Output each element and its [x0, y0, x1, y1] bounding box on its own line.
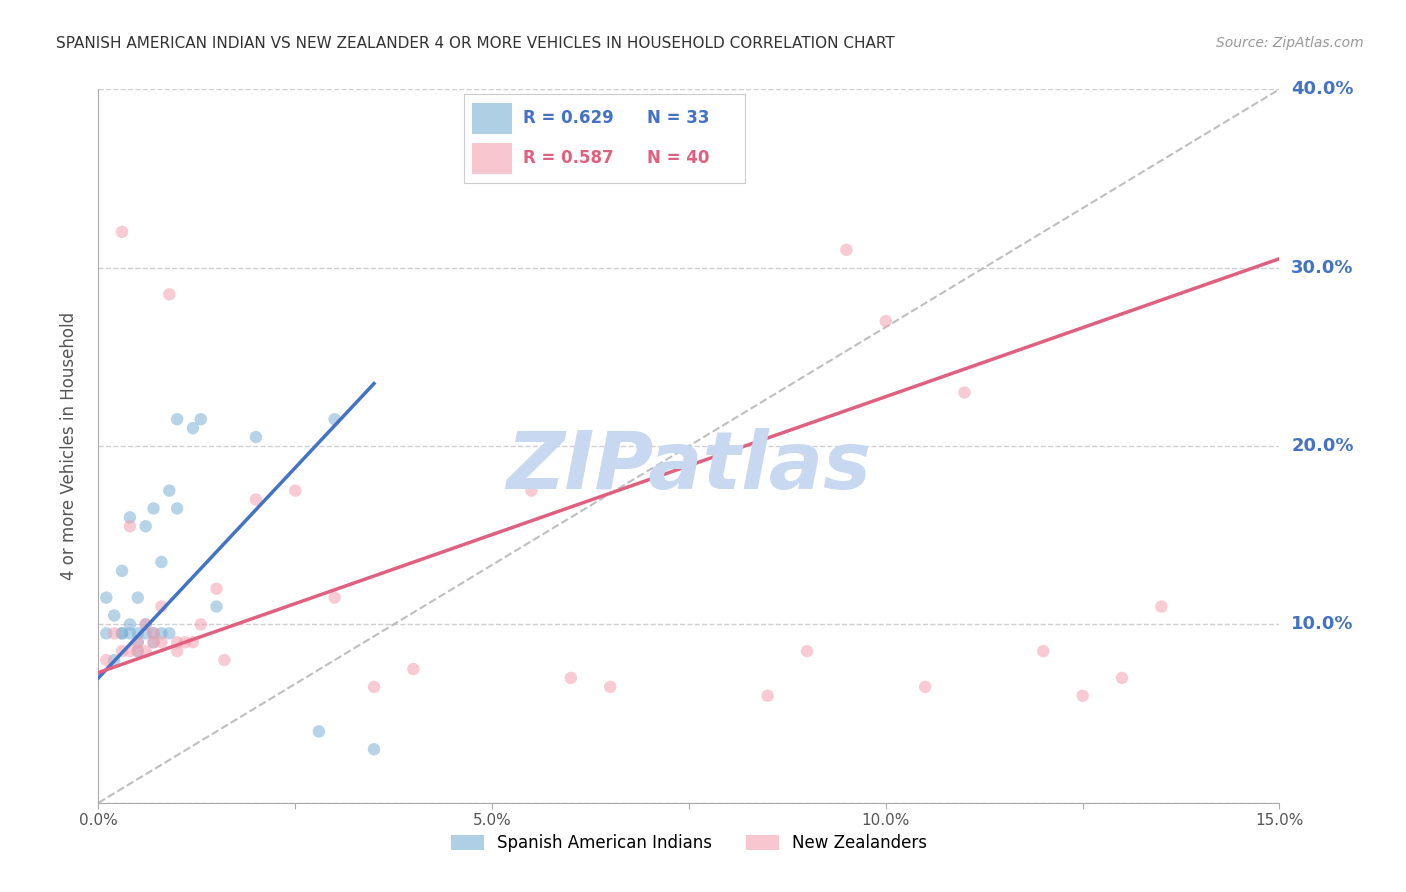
Point	[1071, 689, 1094, 703]
Point	[142, 635, 165, 649]
Point	[111, 225, 134, 239]
Point	[142, 626, 165, 640]
Text: 30.0%: 30.0%	[1291, 259, 1354, 277]
Legend: Spanish American Indians, New Zealanders: Spanish American Indians, New Zealanders	[444, 828, 934, 859]
Point	[142, 501, 165, 516]
Point	[103, 653, 125, 667]
Point	[245, 492, 267, 507]
Text: 40.0%: 40.0%	[1291, 80, 1354, 98]
Point	[308, 724, 330, 739]
Point	[150, 555, 173, 569]
Point	[118, 519, 141, 533]
Point	[111, 644, 134, 658]
Point	[875, 314, 897, 328]
Point	[118, 644, 141, 658]
Point	[205, 582, 228, 596]
Point	[796, 644, 818, 658]
Point	[166, 644, 188, 658]
Point	[166, 501, 188, 516]
Point	[127, 626, 149, 640]
Point	[150, 635, 173, 649]
Point	[174, 635, 197, 649]
Point	[111, 626, 134, 640]
Point	[599, 680, 621, 694]
Point	[135, 626, 157, 640]
Text: R = 0.629: R = 0.629	[523, 109, 614, 128]
Point	[363, 742, 385, 756]
Point	[118, 617, 141, 632]
Point	[118, 626, 141, 640]
Point	[284, 483, 307, 498]
Text: R = 0.587: R = 0.587	[523, 149, 613, 168]
Point	[142, 626, 165, 640]
Point	[520, 483, 543, 498]
Point	[1032, 644, 1054, 658]
Text: N = 40: N = 40	[647, 149, 709, 168]
Text: ZIPatlas: ZIPatlas	[506, 428, 872, 507]
Point	[181, 635, 204, 649]
Point	[363, 680, 385, 694]
Point	[181, 421, 204, 435]
Point	[111, 626, 134, 640]
Text: N = 33: N = 33	[647, 109, 709, 128]
Point	[157, 483, 180, 498]
Point	[127, 635, 149, 649]
Point	[96, 591, 118, 605]
Point	[914, 680, 936, 694]
Bar	[472, 143, 512, 174]
Point	[402, 662, 425, 676]
Point	[166, 412, 188, 426]
Point	[190, 412, 212, 426]
Point	[1111, 671, 1133, 685]
Point	[103, 608, 125, 623]
Point	[135, 617, 157, 632]
Y-axis label: 4 or more Vehicles in Household: 4 or more Vehicles in Household	[59, 312, 77, 580]
Text: SPANISH AMERICAN INDIAN VS NEW ZEALANDER 4 OR MORE VEHICLES IN HOUSEHOLD CORRELA: SPANISH AMERICAN INDIAN VS NEW ZEALANDER…	[56, 36, 896, 51]
Point	[103, 626, 125, 640]
Point	[135, 519, 157, 533]
Point	[157, 626, 180, 640]
Bar	[472, 103, 512, 134]
Point	[118, 510, 141, 524]
Point	[214, 653, 236, 667]
Point	[560, 671, 582, 685]
Point	[127, 644, 149, 658]
Point	[245, 430, 267, 444]
Point	[756, 689, 779, 703]
Text: 10.0%: 10.0%	[1291, 615, 1354, 633]
Point	[96, 653, 118, 667]
Point	[127, 635, 149, 649]
Point	[135, 617, 157, 632]
Text: 20.0%: 20.0%	[1291, 437, 1354, 455]
Text: Source: ZipAtlas.com: Source: ZipAtlas.com	[1216, 36, 1364, 50]
Point	[323, 412, 346, 426]
Point	[127, 644, 149, 658]
Point	[150, 599, 173, 614]
Point	[835, 243, 858, 257]
Point	[150, 626, 173, 640]
Point	[157, 287, 180, 301]
Point	[166, 635, 188, 649]
Point	[1150, 599, 1173, 614]
Point	[323, 591, 346, 605]
Point	[135, 644, 157, 658]
Point	[127, 591, 149, 605]
Point	[96, 626, 118, 640]
Point	[190, 617, 212, 632]
Point	[111, 564, 134, 578]
Point	[205, 599, 228, 614]
Point	[142, 635, 165, 649]
Point	[953, 385, 976, 400]
